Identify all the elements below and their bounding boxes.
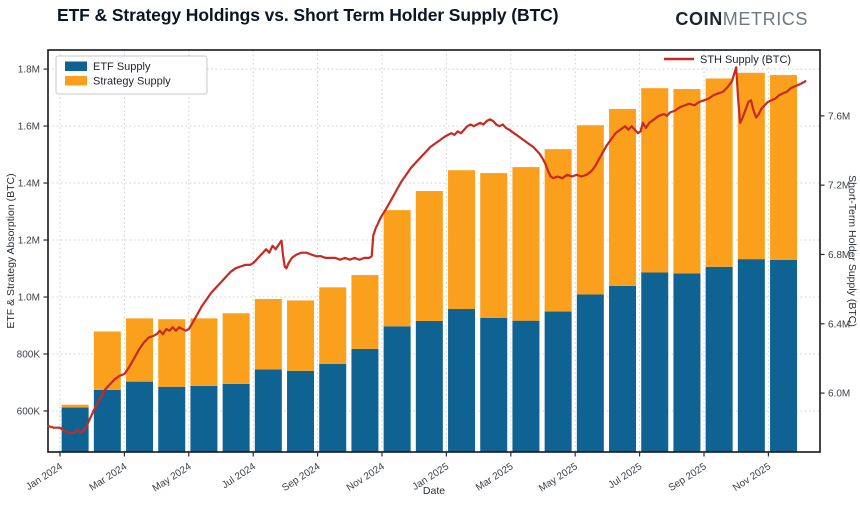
bar-etf-oct-2025 bbox=[737, 259, 765, 452]
sth-supply-line bbox=[46, 66, 807, 434]
plot-border bbox=[47, 49, 821, 453]
bar-etf-sep-2025 bbox=[705, 266, 733, 452]
y-right-tick-label: 7.6M bbox=[828, 111, 850, 122]
y-left-tick-label: 1.0M bbox=[18, 293, 40, 304]
bar-strategy-aug-2024 bbox=[287, 300, 315, 371]
bar-etf-apr-2024 bbox=[158, 386, 186, 452]
legend-label-strategy: Strategy Supply bbox=[93, 76, 171, 88]
legend-swatch-etf bbox=[65, 61, 87, 71]
x-tick-label: Jul 2025 bbox=[607, 461, 645, 491]
logo-metrics: METRICS bbox=[722, 9, 808, 29]
bar-strategy-jul-2024 bbox=[254, 299, 282, 370]
bar-etf-nov-2024 bbox=[383, 326, 411, 452]
y-left-tick-label: 1.4M bbox=[18, 179, 40, 190]
bar-etf-mar-2024 bbox=[126, 381, 154, 452]
bar-etf-mar-2025 bbox=[512, 320, 540, 452]
legend-label-sth: STH Supply (BTC) bbox=[700, 54, 791, 66]
legend-label-etf: ETF Supply bbox=[93, 61, 151, 73]
bar-strategy-sep-2024 bbox=[319, 287, 347, 364]
bar-strategy-mar-2025 bbox=[512, 167, 540, 321]
bar-strategy-sep-2025 bbox=[705, 78, 733, 267]
y-right-tick-label: 6.4M bbox=[828, 319, 850, 330]
y-right-tick-label: 6.8M bbox=[828, 250, 850, 261]
bar-etf-jul-2024 bbox=[254, 369, 282, 452]
x-tick-label: Sep 2025 bbox=[667, 461, 709, 494]
x-tick-label: Mar 2024 bbox=[88, 461, 130, 493]
x-tick-label: Jan 2024 bbox=[24, 461, 65, 493]
y-left-tick-label: 1.8M bbox=[18, 65, 40, 76]
bar-etf-jan-2025 bbox=[448, 308, 476, 452]
legend-swatch-strategy bbox=[65, 76, 87, 86]
x-tick-label: May 2024 bbox=[151, 461, 194, 494]
bar-strategy-dec-2024 bbox=[415, 191, 443, 321]
bar-strategy-apr-2024 bbox=[158, 319, 186, 387]
bar-strategy-jan-2025 bbox=[448, 170, 476, 309]
legend-box bbox=[55, 55, 208, 95]
bar-strategy-jul-2025 bbox=[641, 88, 669, 273]
bar-etf-sep-2024 bbox=[319, 363, 347, 452]
logo-coin: COIN bbox=[675, 9, 723, 29]
legend-bars: ETF Supply Strategy Supply bbox=[55, 55, 208, 95]
x-tick-label: Nov 2024 bbox=[345, 461, 387, 494]
bar-strategy-feb-2025 bbox=[480, 173, 508, 318]
bar-etf-feb-2024 bbox=[93, 389, 121, 452]
bar-etf-aug-2025 bbox=[673, 273, 701, 452]
y-right-tick-label: 6.0M bbox=[828, 389, 850, 400]
coinmetrics-logo: COINMETRICS bbox=[675, 9, 808, 30]
x-tick-label: Sep 2024 bbox=[280, 461, 322, 494]
bar-strategy-feb-2024 bbox=[93, 331, 121, 390]
bar-etf-oct-2024 bbox=[351, 348, 379, 452]
bar-etf-feb-2025 bbox=[480, 317, 508, 452]
bar-etf-aug-2024 bbox=[287, 370, 315, 452]
x-tick-label: May 2025 bbox=[537, 461, 580, 494]
bar-etf-jul-2025 bbox=[641, 272, 669, 452]
bar-strategy-may-2024 bbox=[190, 318, 218, 386]
bar-strategy-nov-2025 bbox=[770, 75, 798, 260]
y-left-tick-label: 1.6M bbox=[18, 122, 40, 133]
bar-strategy-aug-2025 bbox=[673, 89, 701, 274]
bar-etf-may-2024 bbox=[190, 385, 218, 452]
bar-etf-dec-2024 bbox=[415, 320, 443, 452]
bar-strategy-jun-2024 bbox=[222, 313, 250, 384]
stacked-bars bbox=[61, 72, 798, 452]
page-title: ETF & Strategy Holdings vs. Short Term H… bbox=[57, 5, 559, 25]
bar-strategy-jan-2024 bbox=[61, 404, 89, 408]
x-tick-label: Nov 2025 bbox=[731, 461, 773, 494]
legend-line: STH Supply (BTC) bbox=[664, 54, 791, 66]
bar-etf-nov-2025 bbox=[770, 259, 798, 452]
x-tick-label: Jul 2024 bbox=[220, 461, 258, 491]
bar-strategy-jun-2025 bbox=[609, 108, 637, 286]
y-right-tick-label: 7.2M bbox=[828, 181, 850, 192]
bar-etf-jun-2025 bbox=[609, 285, 637, 452]
bar-etf-jun-2024 bbox=[222, 383, 250, 452]
bar-strategy-nov-2024 bbox=[383, 210, 411, 327]
y-left-tick-label: 600K bbox=[17, 406, 41, 417]
y-left-tick-label: 800K bbox=[17, 349, 41, 360]
bar-strategy-may-2025 bbox=[576, 125, 604, 295]
x-tick-label: Mar 2025 bbox=[474, 461, 516, 493]
y-left-tick-label: 1.2M bbox=[18, 236, 40, 247]
y-axis-right-title: Short-Term Holder Supply (BTC) bbox=[846, 175, 858, 327]
bar-etf-may-2025 bbox=[576, 294, 604, 452]
x-axis-title: Date bbox=[423, 485, 445, 497]
header: ETF & Strategy Holdings vs. Short Term H… bbox=[0, 0, 860, 40]
bar-strategy-oct-2024 bbox=[351, 275, 379, 349]
y-axis-left-title: ETF & Strategy Absorption (BTC) bbox=[5, 173, 17, 328]
bar-etf-apr-2025 bbox=[544, 311, 572, 452]
